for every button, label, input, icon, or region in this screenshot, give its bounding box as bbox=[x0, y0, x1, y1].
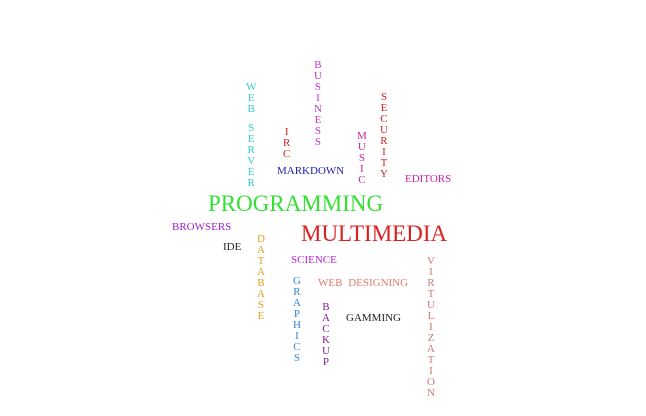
letter: P bbox=[322, 356, 330, 368]
letter: T bbox=[427, 354, 435, 366]
letter: V bbox=[427, 255, 435, 267]
word-editors[interactable]: EDITORS bbox=[405, 173, 452, 185]
letter: R bbox=[293, 286, 301, 298]
letter: A bbox=[257, 288, 265, 300]
letter: G bbox=[293, 275, 301, 287]
letter: S bbox=[314, 125, 322, 137]
letter: P bbox=[293, 308, 301, 320]
word-science[interactable]: SCIENCE bbox=[291, 254, 337, 266]
letter: S bbox=[380, 91, 388, 103]
letter: V bbox=[247, 155, 256, 167]
letter: I bbox=[316, 92, 320, 104]
letter: L bbox=[427, 310, 435, 322]
letter: H bbox=[293, 319, 301, 331]
letter: S bbox=[257, 299, 265, 311]
letter: E bbox=[247, 133, 255, 145]
letter: S bbox=[248, 122, 255, 134]
letter: S bbox=[314, 81, 322, 93]
letter: B bbox=[322, 301, 330, 313]
letter: A bbox=[257, 266, 265, 278]
letter: E bbox=[247, 92, 255, 104]
letter: U bbox=[322, 345, 330, 357]
letter: S bbox=[358, 152, 365, 164]
word-gamming[interactable]: GAMMING bbox=[346, 312, 401, 324]
letter: B bbox=[257, 277, 265, 289]
letter: A bbox=[293, 297, 301, 309]
letter: S bbox=[314, 136, 322, 148]
letter: C bbox=[293, 341, 301, 353]
letter: C bbox=[283, 148, 291, 160]
letter: K bbox=[322, 334, 330, 346]
letter: B bbox=[314, 59, 322, 71]
letter: T bbox=[257, 255, 265, 267]
letter: U bbox=[380, 124, 388, 136]
word-programming[interactable]: PROGRAMMING bbox=[208, 191, 384, 216]
letter: U bbox=[357, 141, 366, 153]
letter: O bbox=[427, 376, 435, 388]
letter: A bbox=[257, 244, 265, 256]
word-ide[interactable]: IDE bbox=[223, 241, 242, 253]
letter: U bbox=[314, 70, 322, 82]
letter: W bbox=[246, 81, 257, 93]
letter: M bbox=[357, 130, 367, 142]
letter: R bbox=[283, 137, 291, 149]
letter: I bbox=[284, 126, 289, 138]
letter: B bbox=[247, 103, 255, 115]
letter: Y bbox=[380, 168, 388, 180]
letter: S bbox=[293, 352, 301, 364]
letter: A bbox=[427, 343, 435, 355]
letter: I bbox=[382, 146, 386, 158]
letter: E bbox=[314, 114, 322, 126]
letter: N bbox=[427, 387, 435, 399]
word-browsers[interactable]: BROWSERS bbox=[172, 221, 232, 233]
letter: R bbox=[427, 277, 435, 289]
word-multimedia[interactable]: MULTIMEDIA bbox=[301, 221, 448, 246]
word-markdown[interactable]: MARKDOWN bbox=[277, 165, 345, 177]
letter: R bbox=[380, 135, 388, 147]
letter: E bbox=[257, 310, 265, 322]
letter: E bbox=[380, 102, 388, 114]
letter: I bbox=[429, 365, 433, 377]
letter: C bbox=[358, 174, 366, 186]
word-web-designing[interactable]: WEB DESIGNING bbox=[318, 277, 409, 289]
letter: N bbox=[314, 103, 322, 115]
letter: I bbox=[429, 266, 433, 278]
letter: R bbox=[247, 177, 255, 189]
letter: I bbox=[360, 163, 364, 175]
letter: I bbox=[295, 330, 299, 342]
letter: A bbox=[322, 312, 330, 324]
letter: C bbox=[380, 113, 388, 125]
letter: D bbox=[257, 233, 265, 245]
letter: U bbox=[427, 299, 435, 311]
letter: T bbox=[427, 288, 435, 300]
letter: Z bbox=[427, 332, 435, 344]
letter: E bbox=[247, 166, 255, 178]
letter: C bbox=[322, 323, 330, 335]
letter: R bbox=[247, 144, 255, 156]
letter: T bbox=[380, 157, 388, 169]
letter: I bbox=[429, 321, 433, 333]
